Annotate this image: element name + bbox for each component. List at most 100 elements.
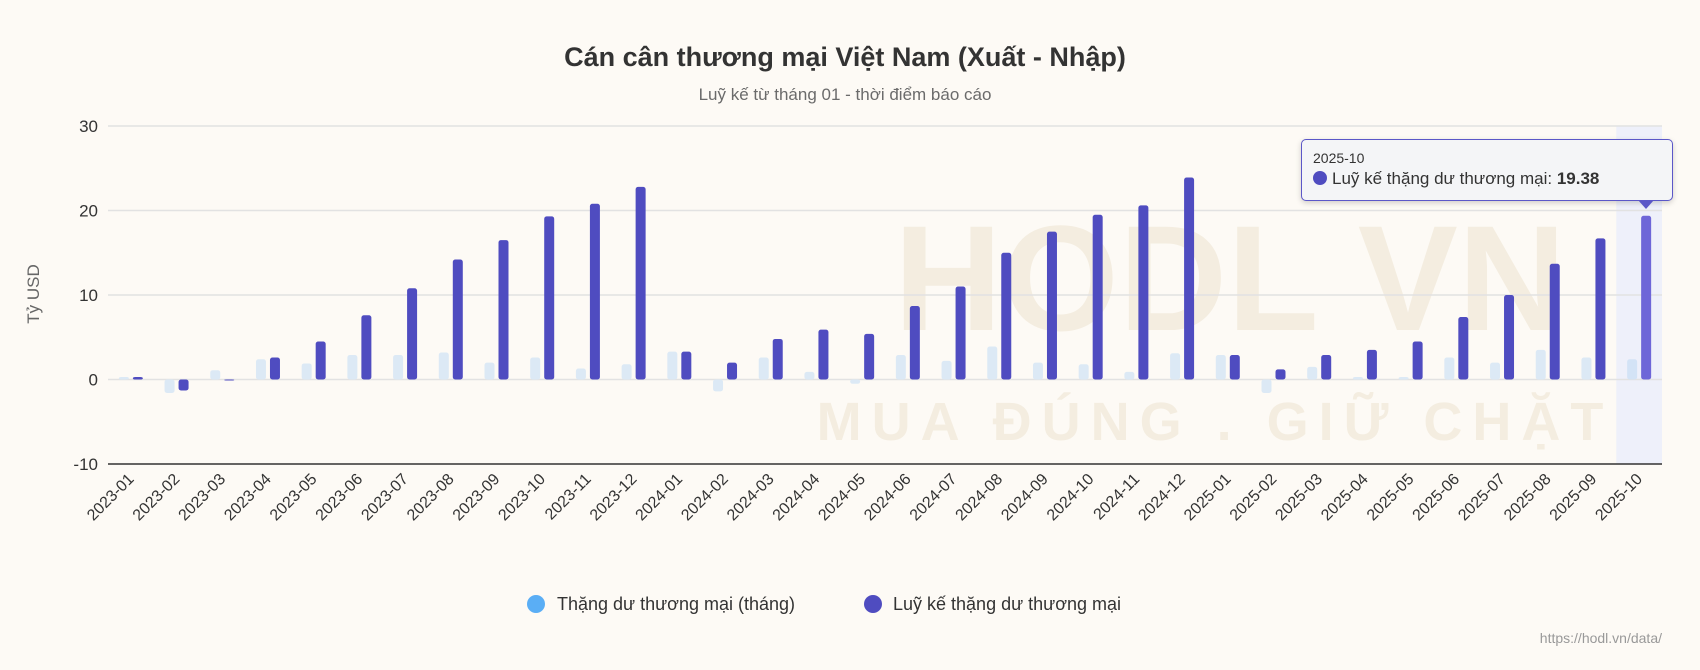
bar-monthly[interactable] [1490,362,1501,380]
bar-monthly[interactable] [667,351,678,380]
y-tick: 10 [79,286,98,305]
bar-cumulative[interactable] [1641,215,1652,380]
bar-monthly[interactable] [1444,357,1455,380]
x-tick: 2024-07 [907,471,961,525]
bar-monthly[interactable] [1307,366,1318,380]
y-tick: 0 [89,371,98,390]
bar-monthly[interactable] [621,364,632,380]
bar-monthly[interactable] [393,354,404,380]
bar-monthly[interactable] [1535,349,1546,380]
x-tick: 2023-05 [267,471,321,525]
x-tick: 2024-11 [1091,471,1144,524]
bar-monthly[interactable] [255,359,266,380]
chart-title: Cán cân thương mại Việt Nam (Xuất - Nhập… [564,42,1126,72]
legend-marker-monthly [527,595,545,613]
watermark: HODL VN MUA ĐÚNG . GIỮ CHẶT [817,194,1604,452]
bar-cumulative[interactable] [498,240,509,380]
x-tick: 2023-07 [358,471,412,525]
bar-cumulative[interactable] [315,341,326,380]
bar-monthly[interactable] [347,354,358,380]
bar-cumulative[interactable] [1275,369,1286,380]
bar-cumulative[interactable] [864,333,875,380]
bar-monthly[interactable] [1215,354,1226,380]
bar-monthly[interactable] [438,352,449,380]
x-tick: 2024-05 [815,471,869,525]
bar-cumulative[interactable] [1549,263,1560,380]
bar-cumulative[interactable] [1458,316,1469,380]
source-url[interactable]: https://hodl.vn/data/ [1540,630,1662,646]
bar-cumulative[interactable] [1092,214,1103,380]
bar-cumulative[interactable] [1595,238,1606,380]
bar-cumulative[interactable] [1412,341,1423,380]
x-tick: 2023-10 [495,471,549,525]
bar-cumulative[interactable] [589,203,600,380]
bar-cumulative[interactable] [772,338,783,380]
bar-cumulative[interactable] [544,216,555,380]
bar-monthly[interactable] [164,379,175,394]
bar-monthly[interactable] [210,370,221,380]
bar-monthly[interactable] [987,346,998,380]
bar-cumulative[interactable] [1138,205,1149,380]
bar-monthly[interactable] [1352,376,1363,380]
x-tick: 2023-02 [130,471,184,525]
tooltip-series-dot [1313,171,1327,185]
bar-cumulative[interactable] [635,186,646,380]
bar-cumulative[interactable] [1001,252,1012,380]
bar-monthly[interactable] [1032,362,1043,380]
bar-cumulative[interactable] [909,305,920,380]
bar-monthly[interactable] [850,379,861,384]
bar-cumulative[interactable] [361,315,372,380]
legend-label-monthly: Thặng dư thương mại (tháng) [557,594,795,614]
bar-cumulative[interactable] [407,288,418,380]
x-tick: 2023-08 [404,471,458,525]
bar-cumulative[interactable] [224,379,235,381]
bar-monthly[interactable] [1398,376,1409,380]
tooltip-row: Luỹ kế thặng dư thương mại: 19.38 [1313,169,1661,189]
bar-monthly[interactable] [1261,379,1272,394]
x-axis-ticks: 2023-012023-022023-032023-042023-052023-… [84,471,1646,525]
bar-monthly[interactable] [301,363,312,380]
bar-cumulative[interactable] [178,379,189,391]
tooltip-series-label: Luỹ kế thặng dư thương mại: [1332,169,1553,188]
x-tick: 2023-03 [176,471,230,525]
bar-cumulative[interactable] [727,362,738,380]
legend-item-monthly[interactable]: Thặng dư thương mại (tháng) [527,594,795,614]
bar-cumulative[interactable] [1366,349,1377,380]
x-tick: 2023-04 [221,471,275,525]
bar-monthly[interactable] [713,379,724,392]
x-tick: 2024-08 [953,471,1007,525]
bar-monthly[interactable] [941,360,952,380]
x-tick: 2023-11 [542,471,595,524]
x-tick: 2024-12 [1135,471,1189,525]
bar-cumulative[interactable] [1184,177,1195,380]
bar-monthly[interactable] [804,371,815,380]
bar-cumulative[interactable] [1321,354,1332,380]
bar-monthly[interactable] [758,357,769,380]
bar-cumulative[interactable] [1229,354,1240,380]
bar-monthly[interactable] [575,368,586,380]
bar-cumulative[interactable] [1504,295,1515,380]
bar-cumulative[interactable] [955,286,966,380]
bar-cumulative[interactable] [452,259,463,380]
bar-monthly[interactable] [1078,364,1089,380]
y-axis-label: Tỷ USD [24,264,43,324]
bar-monthly[interactable] [1627,359,1638,380]
bar-monthly[interactable] [1170,353,1181,380]
bar-cumulative[interactable] [681,351,692,380]
legend-label-cumulative: Luỹ kế thặng dư thương mại [893,594,1121,614]
bar-monthly[interactable] [895,354,906,380]
bar-monthly[interactable] [484,362,495,380]
bar-cumulative[interactable] [818,329,829,380]
bar-monthly[interactable] [118,376,129,380]
x-tick: 2024-06 [861,471,915,525]
legend-item-cumulative[interactable]: Luỹ kế thặng dư thương mại [864,594,1121,614]
bar-monthly[interactable] [1124,371,1135,380]
bar-monthly[interactable] [530,357,541,380]
legend: Thặng dư thương mại (tháng) Luỹ kế thặng… [527,594,1121,614]
bar-monthly[interactable] [1581,357,1592,380]
x-tick: 2025-02 [1227,471,1281,525]
bar-cumulative[interactable] [269,357,280,380]
bar-cumulative[interactable] [1046,231,1057,380]
bar-cumulative[interactable] [132,376,143,380]
